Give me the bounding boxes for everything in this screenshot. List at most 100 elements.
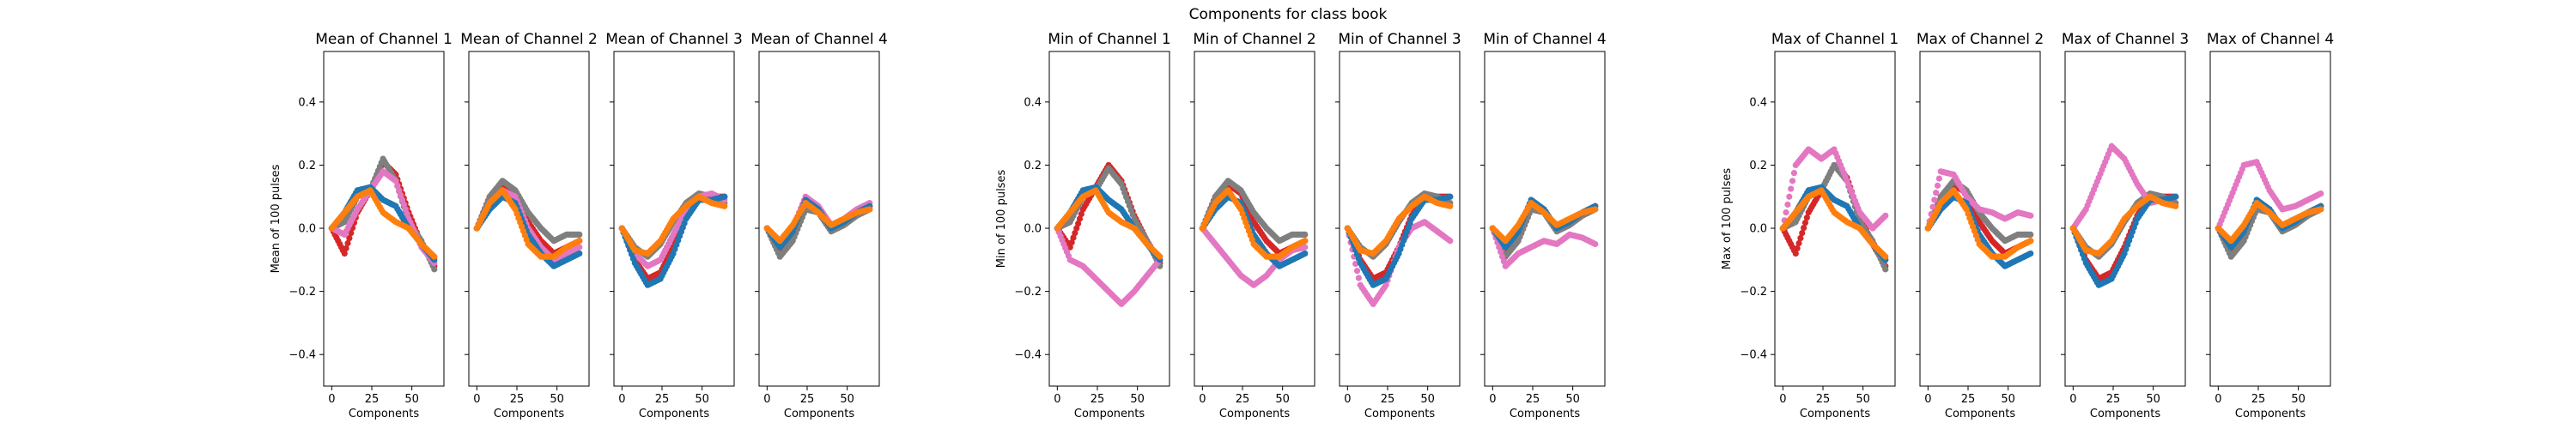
x-axis-label: Components (1800, 408, 1870, 420)
panel-title: Mean of Channel 1 (315, 31, 453, 48)
x-tick-label: 25 (1091, 393, 1105, 406)
data-point (1447, 238, 1454, 245)
y-tick-label: 0.0 (1749, 223, 1767, 236)
panel-frame (323, 51, 445, 387)
scatter-markers (2215, 159, 2324, 260)
x-tick-label: 0 (328, 393, 335, 406)
data-point (344, 239, 351, 247)
data-point (1078, 210, 1084, 218)
panel-frame (1919, 51, 2041, 387)
x-tick-label: 50 (840, 393, 854, 406)
chart-group-mean: Mean of 100 pulses Mean of Channel 1 0 25 50… (270, 31, 888, 420)
data-point (2027, 250, 2034, 257)
data-point (394, 182, 401, 189)
y-axis-label: Mean of 100 pulses (270, 164, 283, 273)
data-point (1795, 239, 1802, 247)
chart-group-max: Max of 100 pulses Max of Channel 1 0 25 50 −0… (1721, 31, 2334, 420)
data-point (1302, 250, 1309, 257)
y-tick-label: 0.0 (1024, 223, 1042, 236)
data-point (1302, 238, 1309, 245)
data-point (2027, 238, 2034, 245)
panel-title: Max of Channel 2 (1917, 31, 2044, 48)
x-tick-label: 0 (763, 393, 770, 406)
x-tick-label: 25 (1961, 393, 1976, 406)
panel-title: Max of Channel 1 (1771, 31, 1899, 48)
data-point (2318, 206, 2324, 213)
x-tick-label: 50 (550, 393, 564, 406)
data-point (1801, 219, 1809, 227)
y-tick-label: 0.0 (298, 223, 316, 236)
data-point (1789, 178, 1796, 184)
data-point (1352, 260, 1359, 268)
y-tick-label: −0.2 (1014, 286, 1042, 299)
data-point (1302, 244, 1309, 251)
data-point (1784, 201, 1791, 208)
x-axis-label: Components (784, 408, 854, 420)
data-point (1935, 175, 1942, 182)
x-axis-label: Components (639, 408, 709, 420)
x-tick-label: 50 (1565, 393, 1580, 406)
data-point (721, 193, 728, 200)
panel-title: Mean of Channel 4 (750, 31, 888, 48)
data-point (341, 250, 348, 257)
data-point (1934, 182, 1941, 189)
x-tick-label: 50 (2291, 393, 2306, 406)
data-point (866, 206, 873, 213)
subplot-panel: Mean of Channel 4 0 25 50 Components (750, 31, 888, 420)
panel-frame (1194, 51, 1315, 387)
data-point (398, 191, 404, 199)
data-point (1592, 206, 1599, 213)
data-point (2172, 202, 2179, 209)
data-point (1382, 281, 1389, 288)
scatter-markers (1054, 161, 1163, 307)
scatter-markers (1924, 168, 2034, 269)
x-tick-label: 25 (365, 393, 380, 406)
x-tick-label: 25 (1816, 393, 1831, 406)
x-tick-label: 25 (2251, 393, 2266, 406)
subplot-panel: Max of Channel 4 0 25 50 Components (2206, 31, 2334, 420)
data-point (346, 234, 353, 242)
data-point (576, 250, 583, 257)
panel-area: Mean of 100 pulses Mean of Channel 1 0 25 50… (270, 31, 2334, 420)
y-tick-label: 0.4 (1749, 96, 1767, 109)
data-point (576, 244, 583, 251)
panel-frame (1774, 51, 1896, 387)
data-point (1070, 234, 1077, 241)
data-point (398, 196, 406, 203)
x-tick-label: 25 (1236, 393, 1250, 406)
x-axis-label: Components (1510, 408, 1580, 420)
x-axis-label: Components (1219, 408, 1290, 420)
data-point (1073, 225, 1080, 232)
data-point (1790, 170, 1797, 177)
x-tick-label: 25 (1381, 393, 1395, 406)
x-tick-label: 50 (1856, 393, 1870, 406)
scatter-markers (763, 193, 873, 260)
panel-frame (1339, 51, 1461, 387)
data-point (404, 210, 410, 218)
data-point (1797, 234, 1804, 242)
panel-title: Min of Channel 2 (1193, 31, 1315, 48)
data-point (1355, 275, 1362, 281)
data-point (396, 187, 403, 194)
data-point (576, 231, 583, 238)
subplot-panel: Min of Channel 1 0 25 50 −0.4 −0.2 0.0 0.2 0.4 Co… (1014, 31, 1170, 420)
y-tick-label: 0.4 (1024, 96, 1042, 109)
y-tick-label: 0.2 (1749, 160, 1767, 172)
data-point (343, 245, 349, 252)
scatter-markers (473, 178, 583, 269)
x-tick-label: 0 (1199, 393, 1206, 406)
subplot-panel: Max of Channel 3 0 25 50 Components (2061, 31, 2189, 420)
data-point (721, 202, 728, 209)
data-point (400, 201, 407, 208)
data-point (1498, 249, 1504, 256)
y-tick-label: −0.4 (1740, 349, 1767, 362)
data-point (431, 253, 438, 260)
scatter-markers (2069, 142, 2179, 288)
data-point (1157, 253, 1163, 260)
data-point (431, 266, 438, 273)
data-point (1882, 266, 1889, 273)
figure-suptitle: Components for class book (1189, 6, 1388, 23)
x-axis-label: Components (1074, 408, 1145, 420)
panel-frame (1048, 51, 1170, 387)
